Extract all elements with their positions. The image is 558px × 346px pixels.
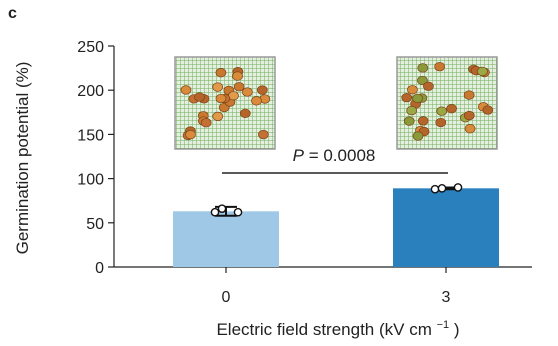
seed [463,110,475,121]
y-ticks: 0 50 100 150 200 250 [77,39,114,277]
y-tick-label: 150 [77,127,104,144]
seed [417,75,428,86]
seed [239,108,251,119]
data-point-3 [430,184,440,194]
seed [233,82,245,92]
seed [407,85,418,95]
y-tick-label: 250 [77,39,104,56]
x-axis-label: Electric field strength (kV cm −1 ) [216,313,459,339]
seed [412,93,423,103]
seed [463,90,475,100]
bar-3 [393,188,499,267]
seed [417,63,429,73]
seed [212,111,224,122]
seed [242,87,253,97]
data-point-3 [453,183,463,192]
seed [477,66,488,77]
data-points [210,183,463,217]
panel-label: c [8,5,17,22]
data-point-0 [210,207,220,217]
data-point-3 [437,184,447,193]
seed [401,92,413,103]
seed [185,129,196,140]
seed [256,85,268,95]
seed [258,129,269,140]
y-tick-label: 0 [95,260,104,277]
y-tick-label: 50 [86,216,104,233]
data-point-0 [217,204,227,213]
seed [251,96,262,106]
bar-0 [173,211,279,267]
y-axis-label: Germination potential (%) [13,62,32,255]
seed [435,117,447,128]
bars [173,188,499,267]
seed [200,118,212,128]
seed [212,82,224,92]
y-tick-label: 200 [77,83,104,100]
seed-tray-photo-control [174,56,276,150]
seed [232,71,243,81]
p-value: = 0.0008 [309,146,376,165]
seed [180,85,192,95]
seed [482,105,494,115]
x-axis-label-text: Electric field strength (kV cm [216,320,431,339]
y-tick-label: 100 [77,172,104,189]
x-axis-label-superscript: −1 [437,319,450,331]
x-axis-label-close: ) [454,320,460,339]
x-tick-label: 0 [222,289,231,306]
seed [403,116,415,126]
data-point-0 [233,207,243,217]
seed [215,68,227,78]
seed [446,104,457,114]
seed [215,93,227,104]
seed [406,105,418,116]
seed [194,92,205,102]
seed-tray-photo-treated [396,56,498,150]
seed [412,131,424,141]
seed [434,61,446,72]
seed [423,81,434,91]
x-tick-label: 3 [442,289,451,306]
p-symbol: P [293,146,305,165]
significance-annotation: P = 0.0008 [222,146,448,174]
seed [436,106,448,116]
p-value-label: P = 0.0008 [293,146,376,165]
seed [464,124,476,134]
seed [417,116,429,126]
